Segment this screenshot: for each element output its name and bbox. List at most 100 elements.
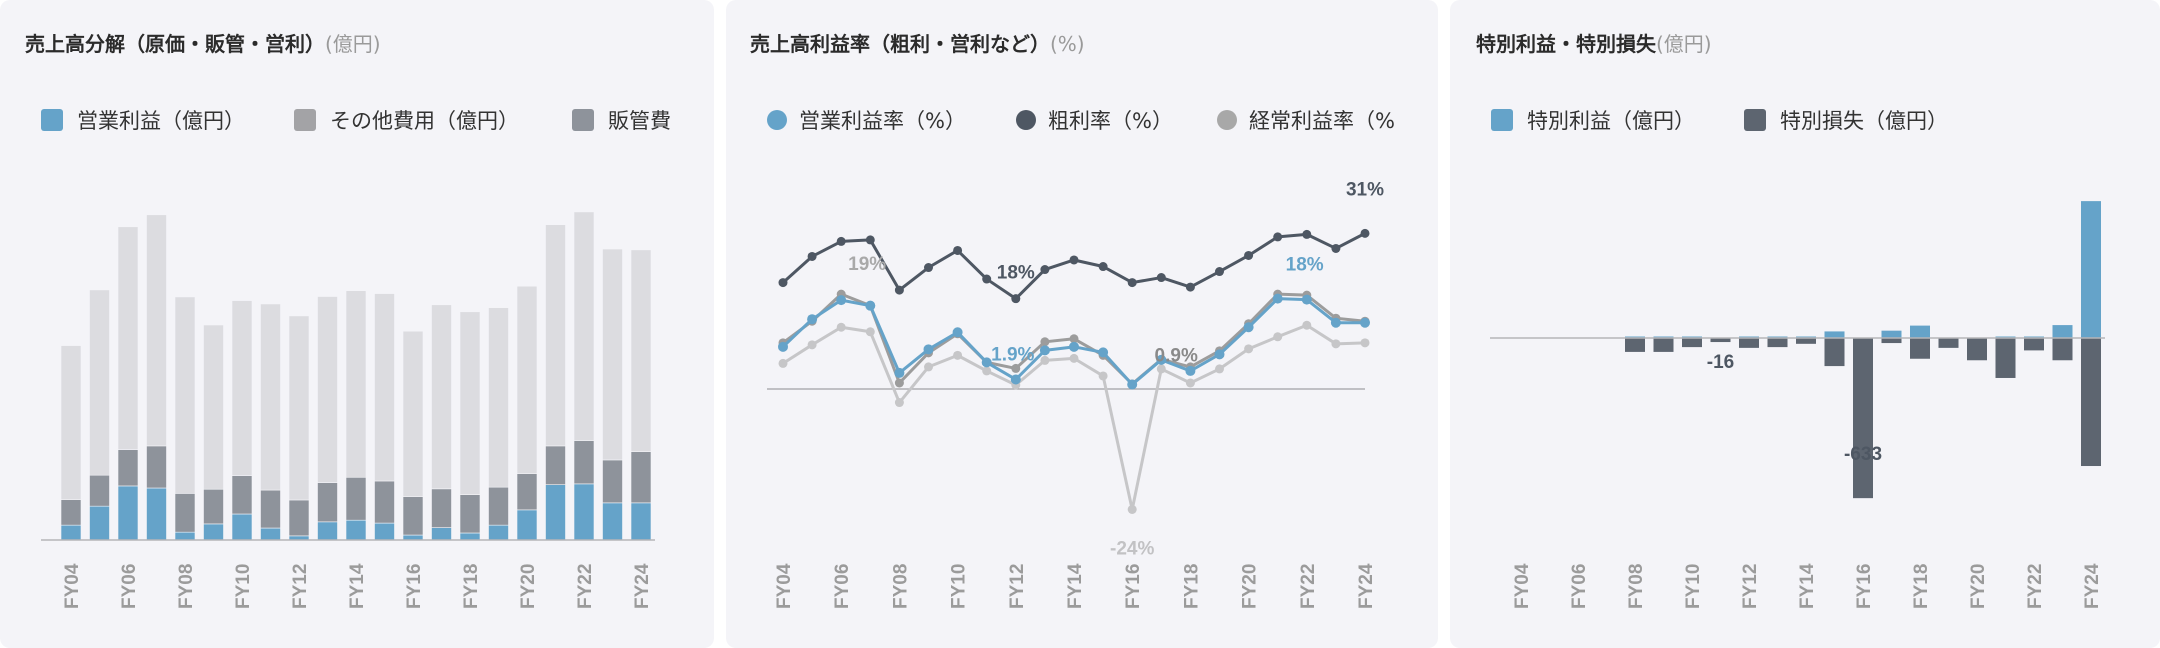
loss-bar (1710, 338, 1731, 343)
x-tick-label: FY04 (62, 563, 83, 609)
legend-item-extraordinary-gain[interactable]: 特別利益（億円） (1491, 106, 1695, 134)
data-label: 0.9% (1155, 345, 1198, 366)
bar-segment (117, 485, 139, 541)
data-point (894, 285, 904, 295)
bar-segment (488, 524, 509, 541)
bar-segment (602, 459, 623, 504)
data-point (1156, 354, 1167, 365)
bar-segment (117, 226, 139, 450)
loss-bar (1767, 338, 1788, 348)
x-tick-label: FY10 (1683, 564, 1704, 609)
bar-segment (89, 505, 110, 541)
data-point (778, 341, 788, 352)
data-point (1069, 341, 1079, 352)
bar-segment (402, 330, 424, 497)
x-tick-label: FY18 (461, 564, 482, 609)
profit-margin-panel: 売上高利益率（粗利・営利など）(%) 営業利益率（%） 粗利率（%） 経常利益率… (726, 0, 1438, 648)
data-point (1185, 378, 1195, 388)
legend-item-sga[interactable]: 販管費 (572, 106, 671, 134)
bar-segment (146, 487, 167, 541)
x-tick-label: FY08 (1626, 564, 1647, 609)
data-point (894, 367, 905, 378)
legend-item-operating-profit[interactable]: 営業利益（億円） (41, 106, 245, 134)
data-label: 31% (1346, 179, 1384, 200)
loss-bar (1853, 338, 1873, 499)
bar-segment (545, 445, 566, 485)
bar-segment (488, 486, 509, 526)
data-point (1360, 228, 1370, 238)
data-point (1127, 504, 1137, 514)
gain-bar (2052, 325, 2073, 338)
bar-segment (573, 440, 595, 485)
legend-swatch (1491, 109, 1513, 131)
data-point (1040, 265, 1050, 275)
x-tick-label: FY16 (1854, 564, 1875, 609)
data-point (894, 398, 904, 408)
title-unit: (億円) (325, 32, 381, 56)
data-point (865, 300, 876, 311)
legend-item-operating-margin[interactable]: 営業利益率（%） (767, 106, 966, 134)
data-point (952, 327, 963, 338)
x-tick-label: FY20 (518, 564, 539, 609)
legend: 営業利益率（%） 粗利率（%） 経常利益率（% (726, 106, 1404, 134)
legend-label: その他費用（億円） (330, 109, 519, 133)
legend-item-ordinary-margin[interactable]: 経常利益率（% (1217, 106, 1395, 134)
data-point (1185, 365, 1196, 376)
x-tick-label: FY08 (176, 564, 197, 609)
bar-segment (345, 519, 367, 541)
x-tick-label: FY12 (1007, 564, 1028, 609)
data-point (924, 362, 933, 372)
data-point (1214, 349, 1225, 360)
legend-item-extraordinary-loss[interactable]: 特別損失（億円） (1744, 106, 1948, 134)
x-tick-label: FY06 (119, 564, 140, 609)
x-tick-label: FY12 (1740, 564, 1761, 609)
gain-bar (1881, 330, 1902, 338)
data-point (1127, 278, 1137, 288)
x-tick-label: FY06 (1569, 564, 1590, 609)
legend-dot (1016, 110, 1036, 130)
legend-item-gross-margin[interactable]: 粗利率（%） (1016, 106, 1173, 134)
x-tick-label: FY18 (1911, 564, 1932, 609)
bar-segment (60, 499, 82, 526)
bar-segment (573, 211, 595, 441)
data-label: 1.9% (991, 344, 1034, 365)
data-point (1185, 282, 1195, 292)
x-tick-label: FY14 (347, 563, 368, 609)
panel-title: 売上高利益率（粗利・営利など）(%) (750, 28, 1085, 57)
data-point (1127, 379, 1138, 390)
legend-label: 特別利益（億円） (1527, 109, 1695, 133)
data-point (1302, 320, 1312, 330)
data-label: 19% (848, 254, 886, 275)
bar-segment (60, 524, 82, 541)
data-point (953, 350, 963, 360)
bar-segment (516, 473, 538, 511)
data-point (778, 278, 788, 288)
title-text: 特別利益・特別損失 (1476, 32, 1656, 56)
x-tick-label: FY10 (949, 564, 970, 609)
x-tick-label: FY08 (890, 564, 911, 609)
loss-bar (1967, 338, 1987, 361)
data-point (1040, 355, 1050, 365)
legend-dot (767, 110, 787, 130)
data-label: -633 (1844, 444, 1882, 465)
legend-swatch (572, 109, 594, 131)
legend-item-other-expenses[interactable]: その他費用（億円） (294, 106, 519, 134)
bar-segment (630, 249, 652, 452)
loss-bar (1625, 338, 1645, 352)
data-point (1215, 267, 1224, 277)
loss-bar (1739, 338, 1759, 348)
loss-bar (2081, 338, 2101, 467)
data-point (1331, 339, 1341, 349)
legend-label: 販管費 (608, 109, 671, 133)
title-text: 売上高利益率（粗利・営利など） (750, 32, 1050, 56)
diverging-bar-chart: -16 -633 FY04 FY06 FY08 FY10 FY12 FY14 FY16 FY18 F… (1490, 201, 2105, 609)
data-point (865, 327, 875, 337)
bar-segment (402, 496, 424, 536)
x-tick-label: FY04 (774, 563, 795, 609)
data-point (1331, 243, 1341, 253)
x-tick-label: FY10 (233, 564, 254, 609)
data-point (1215, 364, 1224, 374)
bar-segment (117, 449, 139, 487)
bar-segment (374, 522, 395, 541)
legend-label: 営業利益率（%） (799, 109, 966, 133)
